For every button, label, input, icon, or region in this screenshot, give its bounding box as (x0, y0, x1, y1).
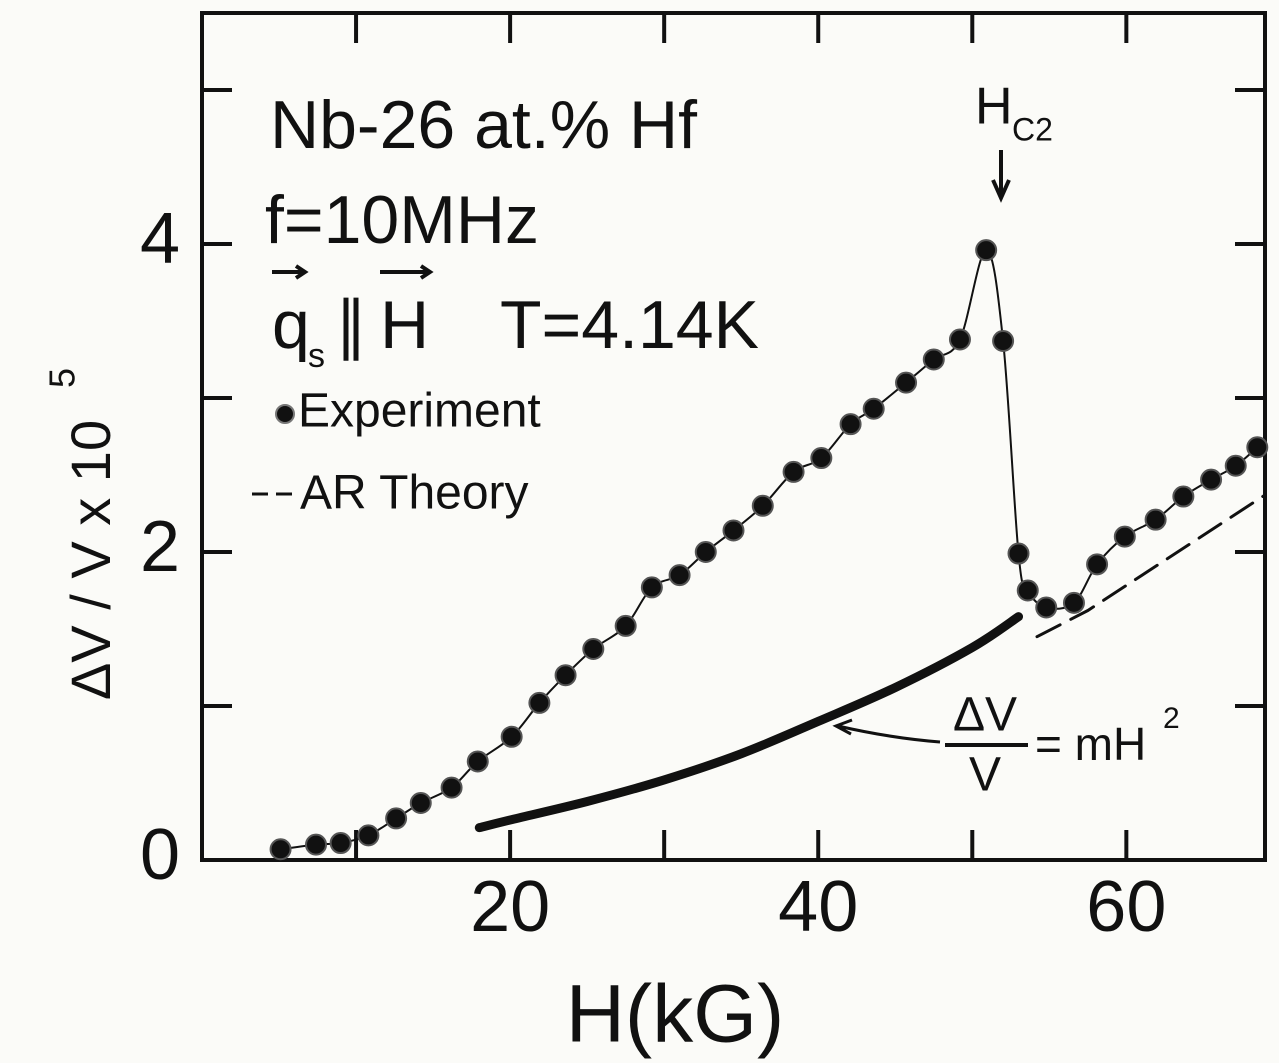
data-point (1035, 596, 1058, 619)
composition-label: Nb-26 at.% Hf (270, 87, 697, 163)
data-point (500, 725, 523, 748)
frequency-label: f=10MHz (265, 182, 539, 258)
y-axis-label: ΔV / V x 10 (59, 420, 122, 700)
data-point (554, 664, 577, 687)
data-point (1200, 468, 1223, 491)
x-tick-label: 20 (470, 867, 550, 947)
data-point (751, 494, 774, 517)
plot-frame (200, 11, 1267, 862)
hc2-label: H (975, 78, 1013, 136)
data-point (614, 614, 637, 637)
formula-numerator: ΔV (953, 689, 1017, 742)
y-tick-label: 4 (140, 199, 180, 279)
data-point (1246, 436, 1269, 459)
data-point (409, 792, 432, 815)
data-point (810, 447, 833, 470)
data-point (862, 397, 885, 420)
legend-marker (275, 404, 295, 424)
x-axis-label: H(kG) (566, 969, 785, 1060)
data-point (895, 371, 918, 394)
formula-arrow (832, 718, 941, 744)
data-point (694, 541, 717, 563)
data-point (948, 328, 971, 351)
hc2-arrow (991, 150, 1011, 203)
wave-vector-label: q (272, 287, 310, 363)
legend-label: AR Theory (300, 467, 529, 520)
formula-rhs: = mH (1035, 718, 1146, 770)
formula-exponent: 2 (1163, 702, 1180, 735)
wave-vector-subscript: s (308, 337, 325, 375)
legend-label: Experiment (298, 385, 541, 438)
data-point (528, 691, 551, 714)
x-tick-label: 60 (1086, 867, 1166, 947)
data-point (839, 413, 862, 436)
y-tick-label: 0 (140, 815, 180, 895)
data-point (1172, 485, 1195, 508)
y-axis-label-group: ΔV / V x 10 5 (42, 368, 122, 700)
data-point (668, 564, 691, 587)
vector-arrows (272, 264, 434, 280)
data-point (975, 239, 998, 262)
quadratic-curve (474, 612, 1024, 833)
data-point (1007, 542, 1030, 565)
data-point (466, 750, 489, 773)
data-point (1144, 508, 1167, 531)
data-point (992, 330, 1015, 353)
data-point (329, 832, 352, 855)
data-point (269, 838, 292, 861)
field-label: H (380, 287, 429, 363)
y-axis-label-exponent: 5 (42, 368, 83, 388)
data-point (1224, 454, 1247, 477)
data-point (1062, 591, 1085, 614)
data-point (305, 833, 328, 856)
data-point (782, 460, 805, 483)
parallel-symbol: ∥ (335, 289, 367, 361)
data-point (922, 348, 945, 371)
data-point (1016, 579, 1039, 602)
y-tick-label: 2 (140, 507, 180, 587)
data-point (440, 776, 463, 799)
hc2-subscript: C2 (1012, 111, 1053, 147)
temperature-label: T=4.14K (500, 287, 759, 363)
data-point (640, 576, 663, 599)
formula-denominator: V (969, 749, 1001, 802)
data-point (1086, 553, 1109, 576)
x-tick-label: 40 (778, 867, 858, 947)
data-point (582, 638, 605, 661)
data-point (385, 807, 408, 830)
data-point (722, 519, 745, 542)
theory-line (1035, 493, 1267, 639)
data-point (1113, 525, 1136, 548)
data-point (357, 824, 380, 847)
